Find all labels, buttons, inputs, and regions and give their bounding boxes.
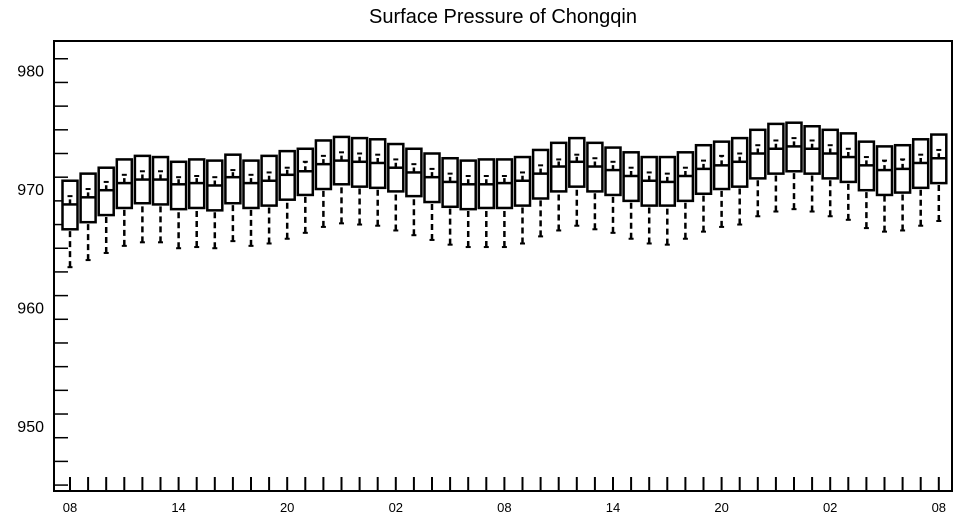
x-tick-label: 02 (389, 500, 403, 515)
box-item (260, 154, 278, 245)
box-iqr (224, 153, 242, 205)
box-item (296, 147, 315, 234)
x-tick-label: 08 (63, 500, 77, 515)
box-item (151, 155, 170, 244)
y-tick-label: 950 (17, 419, 44, 436)
box-item (242, 159, 260, 247)
box-item (694, 143, 713, 233)
box-item (495, 158, 514, 249)
box-item (531, 148, 550, 238)
box-item (459, 159, 477, 249)
x-tick-label: 08 (932, 500, 946, 515)
box-item (586, 141, 604, 231)
box-item (658, 155, 677, 246)
box-item (676, 151, 695, 240)
box-item (79, 172, 97, 262)
box-item (332, 135, 351, 225)
box-item (785, 121, 803, 211)
y-tick-label: 980 (17, 64, 44, 81)
box-item (640, 155, 658, 245)
box-item (513, 155, 532, 245)
box-item (97, 166, 115, 254)
y-axis: 950 960 970 980 (17, 58, 68, 486)
box-item (749, 128, 767, 218)
y-tick-label: 970 (17, 182, 44, 199)
box-item (622, 151, 640, 240)
box-item (712, 140, 731, 228)
box-item (187, 158, 206, 249)
x-tick-label: 02 (823, 500, 837, 515)
box-item (368, 138, 387, 227)
box-item (387, 142, 405, 232)
box-item (405, 147, 423, 237)
box-item (350, 136, 369, 226)
box-item (133, 154, 152, 244)
box-item (839, 132, 858, 221)
box-item (911, 138, 930, 227)
box-item (549, 141, 568, 232)
x-tick-label: 20 (280, 500, 294, 515)
box-item (314, 139, 333, 228)
box-item (441, 156, 459, 246)
plot-frame (53, 40, 953, 492)
x-tick-label: 14 (606, 500, 620, 515)
box-item (767, 122, 785, 213)
x-tick-label: 14 (171, 500, 185, 515)
box-item (857, 140, 876, 230)
x-tick-label: 08 (497, 500, 511, 515)
box-item (730, 136, 749, 226)
x-tick-label: 20 (714, 500, 728, 515)
box-item (224, 153, 242, 243)
box-series (61, 121, 948, 269)
box-item (930, 133, 948, 222)
box-item (477, 158, 496, 249)
box-item (115, 158, 134, 247)
box-item (893, 143, 912, 232)
chart-title: Surface Pressure of Chongqin (369, 6, 637, 28)
box-item (604, 146, 622, 234)
box-item (206, 159, 224, 250)
box-item (278, 149, 296, 240)
box-item (803, 125, 821, 213)
box-item (169, 160, 188, 250)
x-axis: 08 14 20 02 08 14 20 02 08 (63, 477, 946, 515)
box-item (875, 145, 894, 233)
box-item (423, 152, 441, 241)
box-item (61, 179, 79, 269)
box-item (821, 128, 839, 218)
box-item (568, 136, 586, 227)
y-tick-label: 960 (17, 300, 44, 317)
